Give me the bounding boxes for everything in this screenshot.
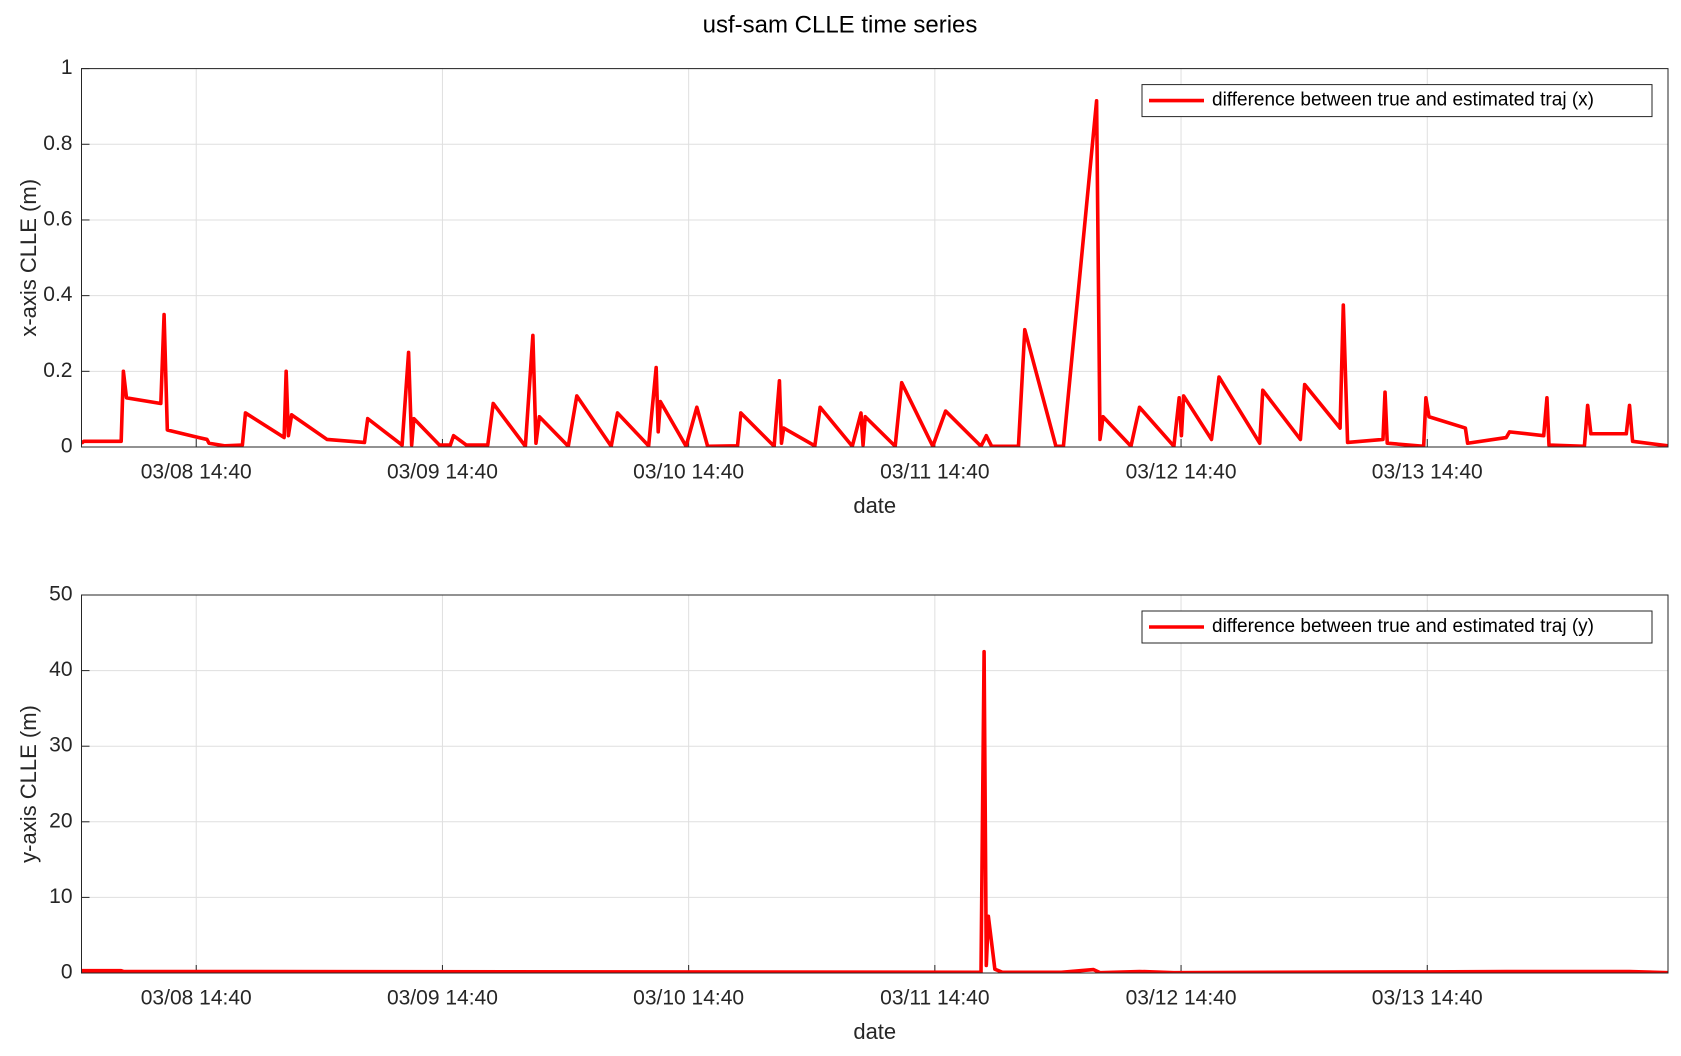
x-tick-label: 03/11 14:40 xyxy=(880,461,989,484)
data-line xyxy=(81,649,1668,973)
y-tick-label: 0.8 xyxy=(43,132,72,155)
y-tick-label: 0.4 xyxy=(43,283,73,306)
legend-box xyxy=(1141,610,1653,644)
legend-box xyxy=(1141,84,1653,118)
x-tick-label: 03/12 14:40 xyxy=(1126,461,1237,484)
y-tick-label: 0.6 xyxy=(43,208,72,231)
plot-area xyxy=(81,68,1668,447)
axes-box xyxy=(81,68,1669,448)
subplot: 0 10 20 30 40 50 03/08 14:40 03/09 14:40 03/10 1… xyxy=(16,583,1669,1044)
plot-area xyxy=(81,595,1668,973)
data-line xyxy=(81,98,1668,447)
y-tick-label: 0 xyxy=(61,961,73,984)
x-tick-label: 03/09 14:40 xyxy=(387,987,498,1010)
legend: difference between true and estimated tr… xyxy=(1141,84,1653,118)
x-tick-label: 03/09 14:40 xyxy=(387,461,498,484)
x-tick-label: 03/08 14:40 xyxy=(141,987,252,1010)
legend-label: difference between true and estimated tr… xyxy=(1212,616,1594,637)
figure-title: usf-sam CLLE time series xyxy=(703,11,978,38)
y-tick-label: 20 xyxy=(49,809,72,832)
y-axis-label: y-axis CLLE (m) xyxy=(16,705,41,863)
x-tick-label: 03/13 14:40 xyxy=(1372,987,1483,1010)
y-tick-label: 0.2 xyxy=(43,359,72,382)
legend: difference between true and estimated tr… xyxy=(1141,610,1653,644)
legend-label: difference between true and estimated tr… xyxy=(1212,90,1594,111)
y-tick-label: 1 xyxy=(61,56,73,79)
x-tick-label: 03/12 14:40 xyxy=(1126,987,1237,1010)
y-tick-label: 30 xyxy=(49,734,72,757)
subplot: 0 0.2 0.4 0.6 0.8 1 03/08 14:40 03/09 14:40 03/1… xyxy=(16,56,1669,518)
x-axis-label: date xyxy=(853,1019,896,1044)
axes-box xyxy=(81,594,1669,974)
x-tick-label: 03/08 14:40 xyxy=(141,461,252,484)
y-tick-label: 10 xyxy=(49,885,72,908)
x-tick-label: 03/10 14:40 xyxy=(633,461,744,484)
y-tick-label: 0 xyxy=(61,435,73,458)
x-axis-label: date xyxy=(853,493,896,518)
y-tick-label: 50 xyxy=(49,583,72,606)
x-tick-label: 03/11 14:40 xyxy=(880,987,989,1010)
y-tick-label: 40 xyxy=(49,658,72,681)
x-tick-label: 03/10 14:40 xyxy=(633,987,744,1010)
x-tick-label: 03/13 14:40 xyxy=(1372,461,1483,484)
y-axis-label: x-axis CLLE (m) xyxy=(16,179,41,337)
